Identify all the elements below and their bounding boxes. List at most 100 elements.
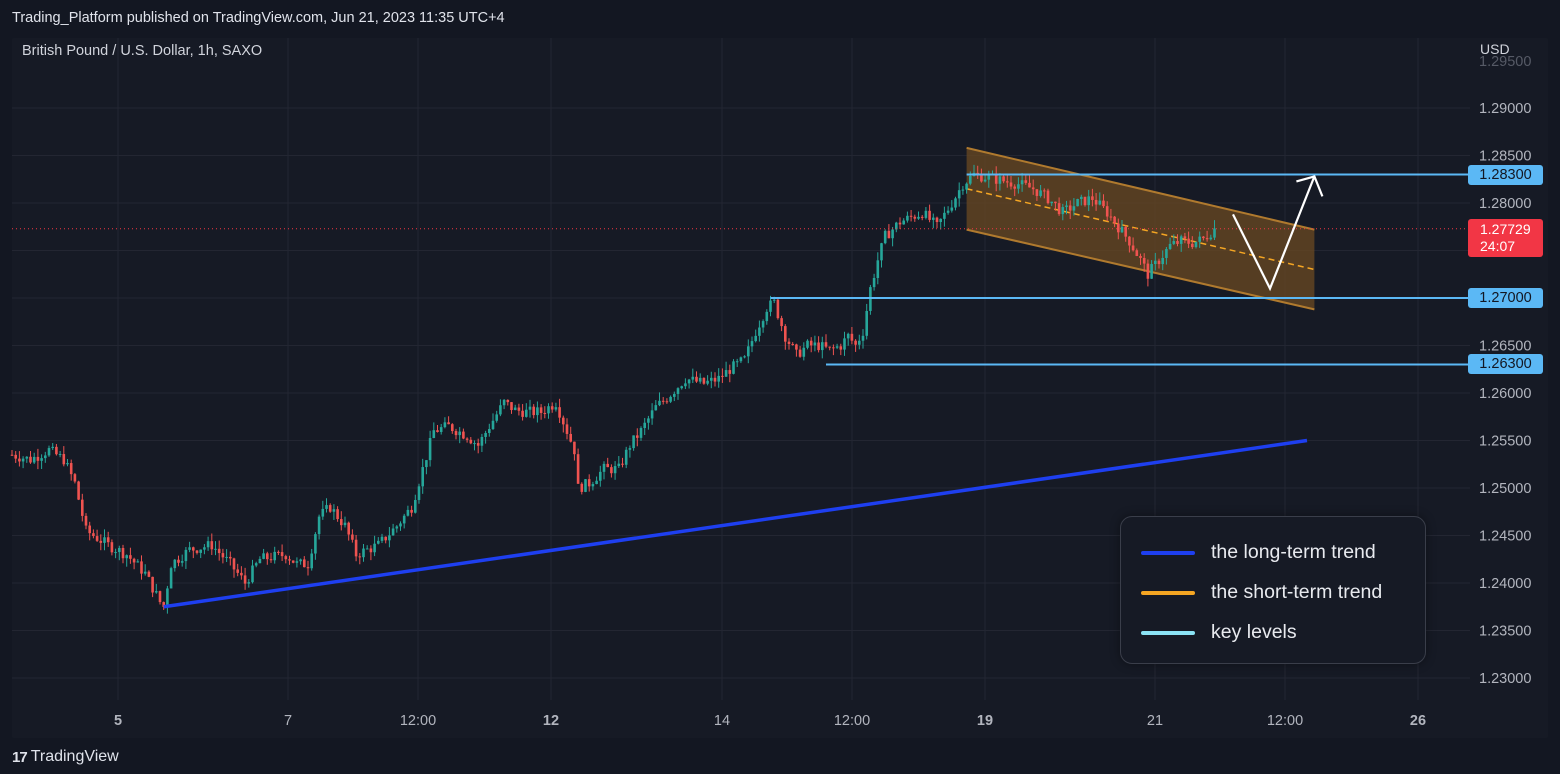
- candle-body: [1165, 249, 1168, 258]
- legend-label: key levels: [1211, 621, 1297, 643]
- candle-body: [476, 443, 480, 446]
- x-tick-label: 5: [114, 713, 122, 729]
- candle-body: [229, 556, 232, 559]
- x-tick-label: 21: [1147, 713, 1163, 729]
- candle-body: [439, 427, 443, 432]
- candle-body: [1009, 182, 1013, 187]
- candle-body: [484, 432, 487, 437]
- candle-body: [192, 547, 195, 551]
- tradingview-brand: TradingView: [30, 748, 119, 765]
- candle-body: [821, 342, 824, 351]
- candle-body: [909, 215, 913, 217]
- legend-swatch-orange: [1141, 590, 1195, 595]
- candle-body: [77, 481, 80, 500]
- candle-body: [510, 402, 513, 411]
- candle-body: [110, 542, 114, 553]
- y-tick-label: 1.29000: [1479, 101, 1531, 117]
- candle-body: [18, 458, 21, 462]
- candle-body: [121, 547, 125, 559]
- candle-body: [1035, 189, 1039, 196]
- candle-body: [88, 525, 91, 534]
- candle-body: [602, 463, 606, 472]
- candle-body: [750, 341, 754, 347]
- candle-body: [58, 454, 62, 456]
- candle-body: [425, 460, 428, 468]
- candle-body: [21, 458, 25, 462]
- candle-body: [151, 576, 154, 593]
- candle-body: [1020, 180, 1024, 185]
- legend-label: the long-term trend: [1211, 541, 1376, 563]
- candle-body: [162, 602, 165, 607]
- candle-body: [214, 548, 217, 550]
- candle-body: [1006, 181, 1009, 183]
- candle-body: [10, 454, 14, 456]
- legend-item-long-term: the long-term trend: [1141, 541, 1376, 564]
- candle-body: [917, 216, 920, 219]
- candle-body: [876, 260, 880, 278]
- candle-body: [1142, 257, 1146, 264]
- candle-body: [1057, 203, 1061, 215]
- candle-body: [684, 383, 687, 387]
- candle-body: [354, 539, 358, 557]
- candle-body: [291, 560, 295, 563]
- candle-body: [647, 418, 650, 423]
- candle-body: [976, 172, 979, 174]
- candle-body: [543, 412, 547, 414]
- candle-body: [980, 173, 983, 182]
- candle-body: [813, 342, 817, 346]
- legend-box: the long-term trend the short-term trend…: [1120, 516, 1426, 664]
- published-caption: Trading_Platform published on TradingVie…: [12, 10, 505, 26]
- candle-body: [499, 405, 502, 415]
- candle-body: [95, 536, 99, 541]
- candle-body: [73, 474, 77, 482]
- candle-body: [1128, 236, 1131, 246]
- candle-body: [155, 591, 158, 593]
- candle-body: [1031, 187, 1035, 190]
- candle-body: [802, 347, 806, 357]
- candle-body: [761, 321, 765, 328]
- candle-body: [650, 410, 654, 419]
- key-level-tag-3: 1.26300: [1468, 354, 1543, 374]
- candle-body: [1087, 196, 1090, 206]
- candle-body: [887, 230, 891, 239]
- candle-body: [846, 333, 850, 339]
- candle-body: [835, 346, 839, 348]
- candle-body: [939, 218, 942, 223]
- candle-body: [32, 456, 36, 463]
- candle-body: [854, 340, 857, 345]
- y-tick-label: 1.23000: [1479, 671, 1531, 687]
- tradingview-logo-icon: 17: [12, 748, 28, 766]
- candle-body: [325, 505, 328, 509]
- candle-body: [832, 347, 835, 349]
- candle-body: [1139, 255, 1142, 258]
- candle-body: [776, 299, 780, 319]
- candle-body: [1157, 260, 1161, 265]
- projection-arrowhead: [1296, 175, 1324, 197]
- candle-body: [158, 591, 162, 603]
- y-tick-label: 1.24000: [1479, 576, 1531, 592]
- candle-body: [710, 377, 713, 381]
- candle-body: [29, 456, 32, 463]
- candle-body: [36, 456, 40, 461]
- candle-body: [180, 561, 184, 563]
- candle-body: [365, 548, 369, 550]
- candle-body: [51, 446, 54, 449]
- candle-body: [147, 571, 151, 577]
- candle-body: [824, 342, 828, 347]
- candle-body: [251, 565, 254, 583]
- candle-body: [84, 515, 88, 526]
- candle-body: [206, 541, 210, 548]
- candle-body: [343, 522, 347, 526]
- candle-body: [798, 349, 802, 357]
- currency-label: USD: [1480, 41, 1510, 57]
- candle-body: [1091, 196, 1094, 200]
- candle-body: [47, 448, 51, 456]
- candle-body: [188, 547, 191, 550]
- candle-body: [732, 361, 735, 374]
- candle-body: [118, 547, 121, 553]
- candle-body: [706, 380, 709, 384]
- candle-body: [421, 467, 424, 487]
- candle-body: [1135, 250, 1139, 256]
- candle-body: [125, 555, 128, 559]
- tradingview-logo[interactable]: 17 TradingView: [12, 748, 119, 766]
